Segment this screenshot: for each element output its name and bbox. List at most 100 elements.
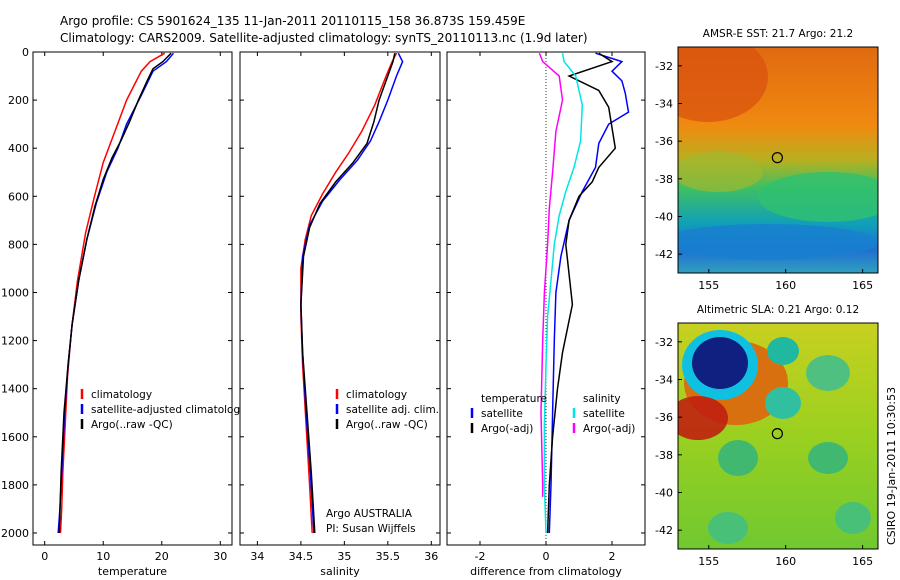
- sst-map-argo-marker: [771, 152, 783, 164]
- temperature-plot-frame: [32, 51, 233, 546]
- temperature-legend: climatology satellite-adjusted climatolog…: [80, 389, 246, 431]
- sst-map-xtick-label: 160: [775, 279, 796, 292]
- header-line1: Argo profile: CS 5901624_135 11-Jan-2011…: [60, 14, 525, 28]
- sla-map-xtick-label: 155: [698, 555, 719, 568]
- salinity-xtick-label: 34: [250, 550, 264, 563]
- sla-map-panel: Altimetric SLA: 0.21 Argo: 0.12 155 160 165…: [655, 304, 879, 568]
- sla-map-ytick-label: -34: [655, 374, 673, 387]
- sla-map-eddy-4: [806, 355, 850, 391]
- sla-map-ytick-label: -36: [655, 411, 673, 424]
- header-line2: Climatology: CARS2009. Satellite-adjuste…: [60, 31, 588, 45]
- timestamp-stamp: CSIRO 19-Jan-2011 10:30:53: [885, 387, 898, 545]
- temperature-ytick-label: 400: [8, 142, 29, 155]
- temperature-legend-label: Argo(..raw -QC): [91, 419, 173, 431]
- difference-legend-label: Argo(-adj): [583, 423, 635, 435]
- temperature-xlabel: temperature: [98, 565, 167, 578]
- temperature-ytick-label: 800: [8, 238, 29, 251]
- temperature-panel: 0 10 20 30 0 200 400 600 800 1000 1200 1400 1600 1800…: [1, 46, 246, 578]
- sla-map-eddy-7: [708, 512, 748, 544]
- sst-map-xtick-label: 165: [852, 279, 873, 292]
- sst-map-ytick-label: -38: [655, 173, 673, 186]
- temperature-xtick-label: 30: [213, 550, 227, 563]
- sla-map-argo-marker: [771, 428, 783, 440]
- sla-map-eddy-core: [692, 337, 748, 389]
- temperature-xtick-label: 10: [96, 550, 110, 563]
- difference-legend-title: salinity: [583, 393, 621, 405]
- sla-map-field: [678, 323, 878, 549]
- temperature-ytick-label: 0: [22, 46, 29, 59]
- temperature-legend-label: climatology: [91, 389, 152, 401]
- difference-series-temperature-satellite: [548, 52, 630, 534]
- difference-series-temperature-argo-adj: [546, 52, 617, 534]
- sst-map-ytick-label: -42: [655, 248, 673, 261]
- sst-map-panel: AMSR-E SST: 21.7 Argo: 21.2 155 160 165 -32 -…: [655, 28, 879, 292]
- sla-map-ytick-label: -40: [655, 487, 673, 500]
- temperature-ytick-label: 2000: [1, 527, 29, 540]
- sla-map-eddy-8: [835, 502, 871, 534]
- difference-xtick-label: -2: [475, 550, 486, 563]
- difference-panel: -2 0 2 difference from climatology temperatu…: [446, 51, 646, 578]
- sst-map-ytick-label: -32: [655, 60, 673, 73]
- temperature-ytick-label: 1200: [1, 335, 29, 348]
- salinity-legend-label: Argo(..raw -QC): [346, 419, 428, 431]
- sla-map-ytick-label: -38: [655, 449, 673, 462]
- credit-pi: PI: Susan Wijffels: [326, 523, 416, 535]
- salinity-legend-label: climatology: [346, 389, 407, 401]
- sla-map-red-patch: [678, 396, 728, 440]
- temperature-xtick-label: 20: [155, 550, 169, 563]
- difference-legend: temperature satellite Argo(-adj) salinity sa…: [470, 393, 635, 435]
- sst-map-warm-patch: [678, 47, 768, 122]
- difference-xlabel: difference from climatology: [470, 565, 622, 578]
- sla-map-eddy-6: [808, 442, 848, 474]
- difference-series-salinity-argo-adj: [538, 52, 564, 497]
- sst-map-xtick-label: 155: [698, 279, 719, 292]
- difference-legend-title: temperature: [481, 393, 547, 405]
- sst-map-title: AMSR-E SST: 21.7 Argo: 21.2: [703, 28, 853, 40]
- sst-map-ytick-label: -40: [655, 211, 673, 224]
- sst-map-ytick-label: -36: [655, 135, 673, 148]
- sst-map-field: [678, 47, 878, 273]
- salinity-legend: climatology satellite adj. clim. Argo(..ra…: [335, 389, 439, 431]
- temperature-legend-label: satellite-adjusted climatology: [91, 404, 246, 416]
- sst-map-frame: [677, 46, 879, 274]
- difference-xtick-label: 2: [609, 550, 616, 563]
- difference-legend-label: Argo(-adj): [481, 423, 533, 435]
- difference-xtick-label: 0: [543, 550, 550, 563]
- temperature-ytick-label: 200: [8, 94, 29, 107]
- temperature-ytick-label: 1000: [1, 286, 29, 299]
- difference-legend-label: satellite: [583, 408, 625, 420]
- difference-legend-label: satellite: [481, 408, 523, 420]
- salinity-plot-frame: [239, 51, 441, 546]
- salinity-xtick-label: 35: [337, 550, 351, 563]
- sla-map-ytick-label: -32: [655, 336, 673, 349]
- sla-map-eddy-2: [767, 337, 799, 365]
- temperature-xtick-label: 0: [41, 550, 48, 563]
- salinity-panel: 34 34.5 35 35.5 36 salinity climatology satelli…: [239, 51, 441, 578]
- temperature-ytick-label: 1800: [1, 479, 29, 492]
- sst-map-ytick-label: -34: [655, 98, 673, 111]
- sst-map-cool-patch: [758, 172, 878, 222]
- temperature-ytick-label: 600: [8, 190, 29, 203]
- sla-map-eddy-5: [718, 440, 758, 476]
- sla-map-frame: [677, 322, 879, 550]
- sla-map-eddy-3: [765, 387, 801, 419]
- salinity-series-argo-raw-qc: [300, 53, 396, 534]
- credit-argo-australia: Argo AUSTRALIA: [326, 508, 413, 520]
- sla-map-xtick-label: 160: [775, 555, 796, 568]
- sst-map-mid-patch: [678, 152, 763, 192]
- sla-map-xtick-label: 165: [852, 555, 873, 568]
- salinity-xtick-label: 34.5: [289, 550, 314, 563]
- salinity-xlabel: salinity: [320, 565, 360, 578]
- sst-map-cold-band: [678, 224, 878, 260]
- temperature-series-argo-raw-qc: [58, 52, 172, 534]
- temperature-ytick-label: 1600: [1, 431, 29, 444]
- sla-map-title: Altimetric SLA: 0.21 Argo: 0.12: [697, 304, 859, 316]
- salinity-legend-label: satellite adj. clim.: [346, 404, 439, 416]
- salinity-xtick-label: 36: [424, 550, 438, 563]
- sla-map-ytick-label: -42: [655, 524, 673, 537]
- temperature-series-climatology: [59, 52, 166, 534]
- difference-series-salinity-satellite: [543, 53, 584, 534]
- salinity-xtick-label: 35.5: [376, 550, 401, 563]
- temperature-ytick-label: 1400: [1, 383, 29, 396]
